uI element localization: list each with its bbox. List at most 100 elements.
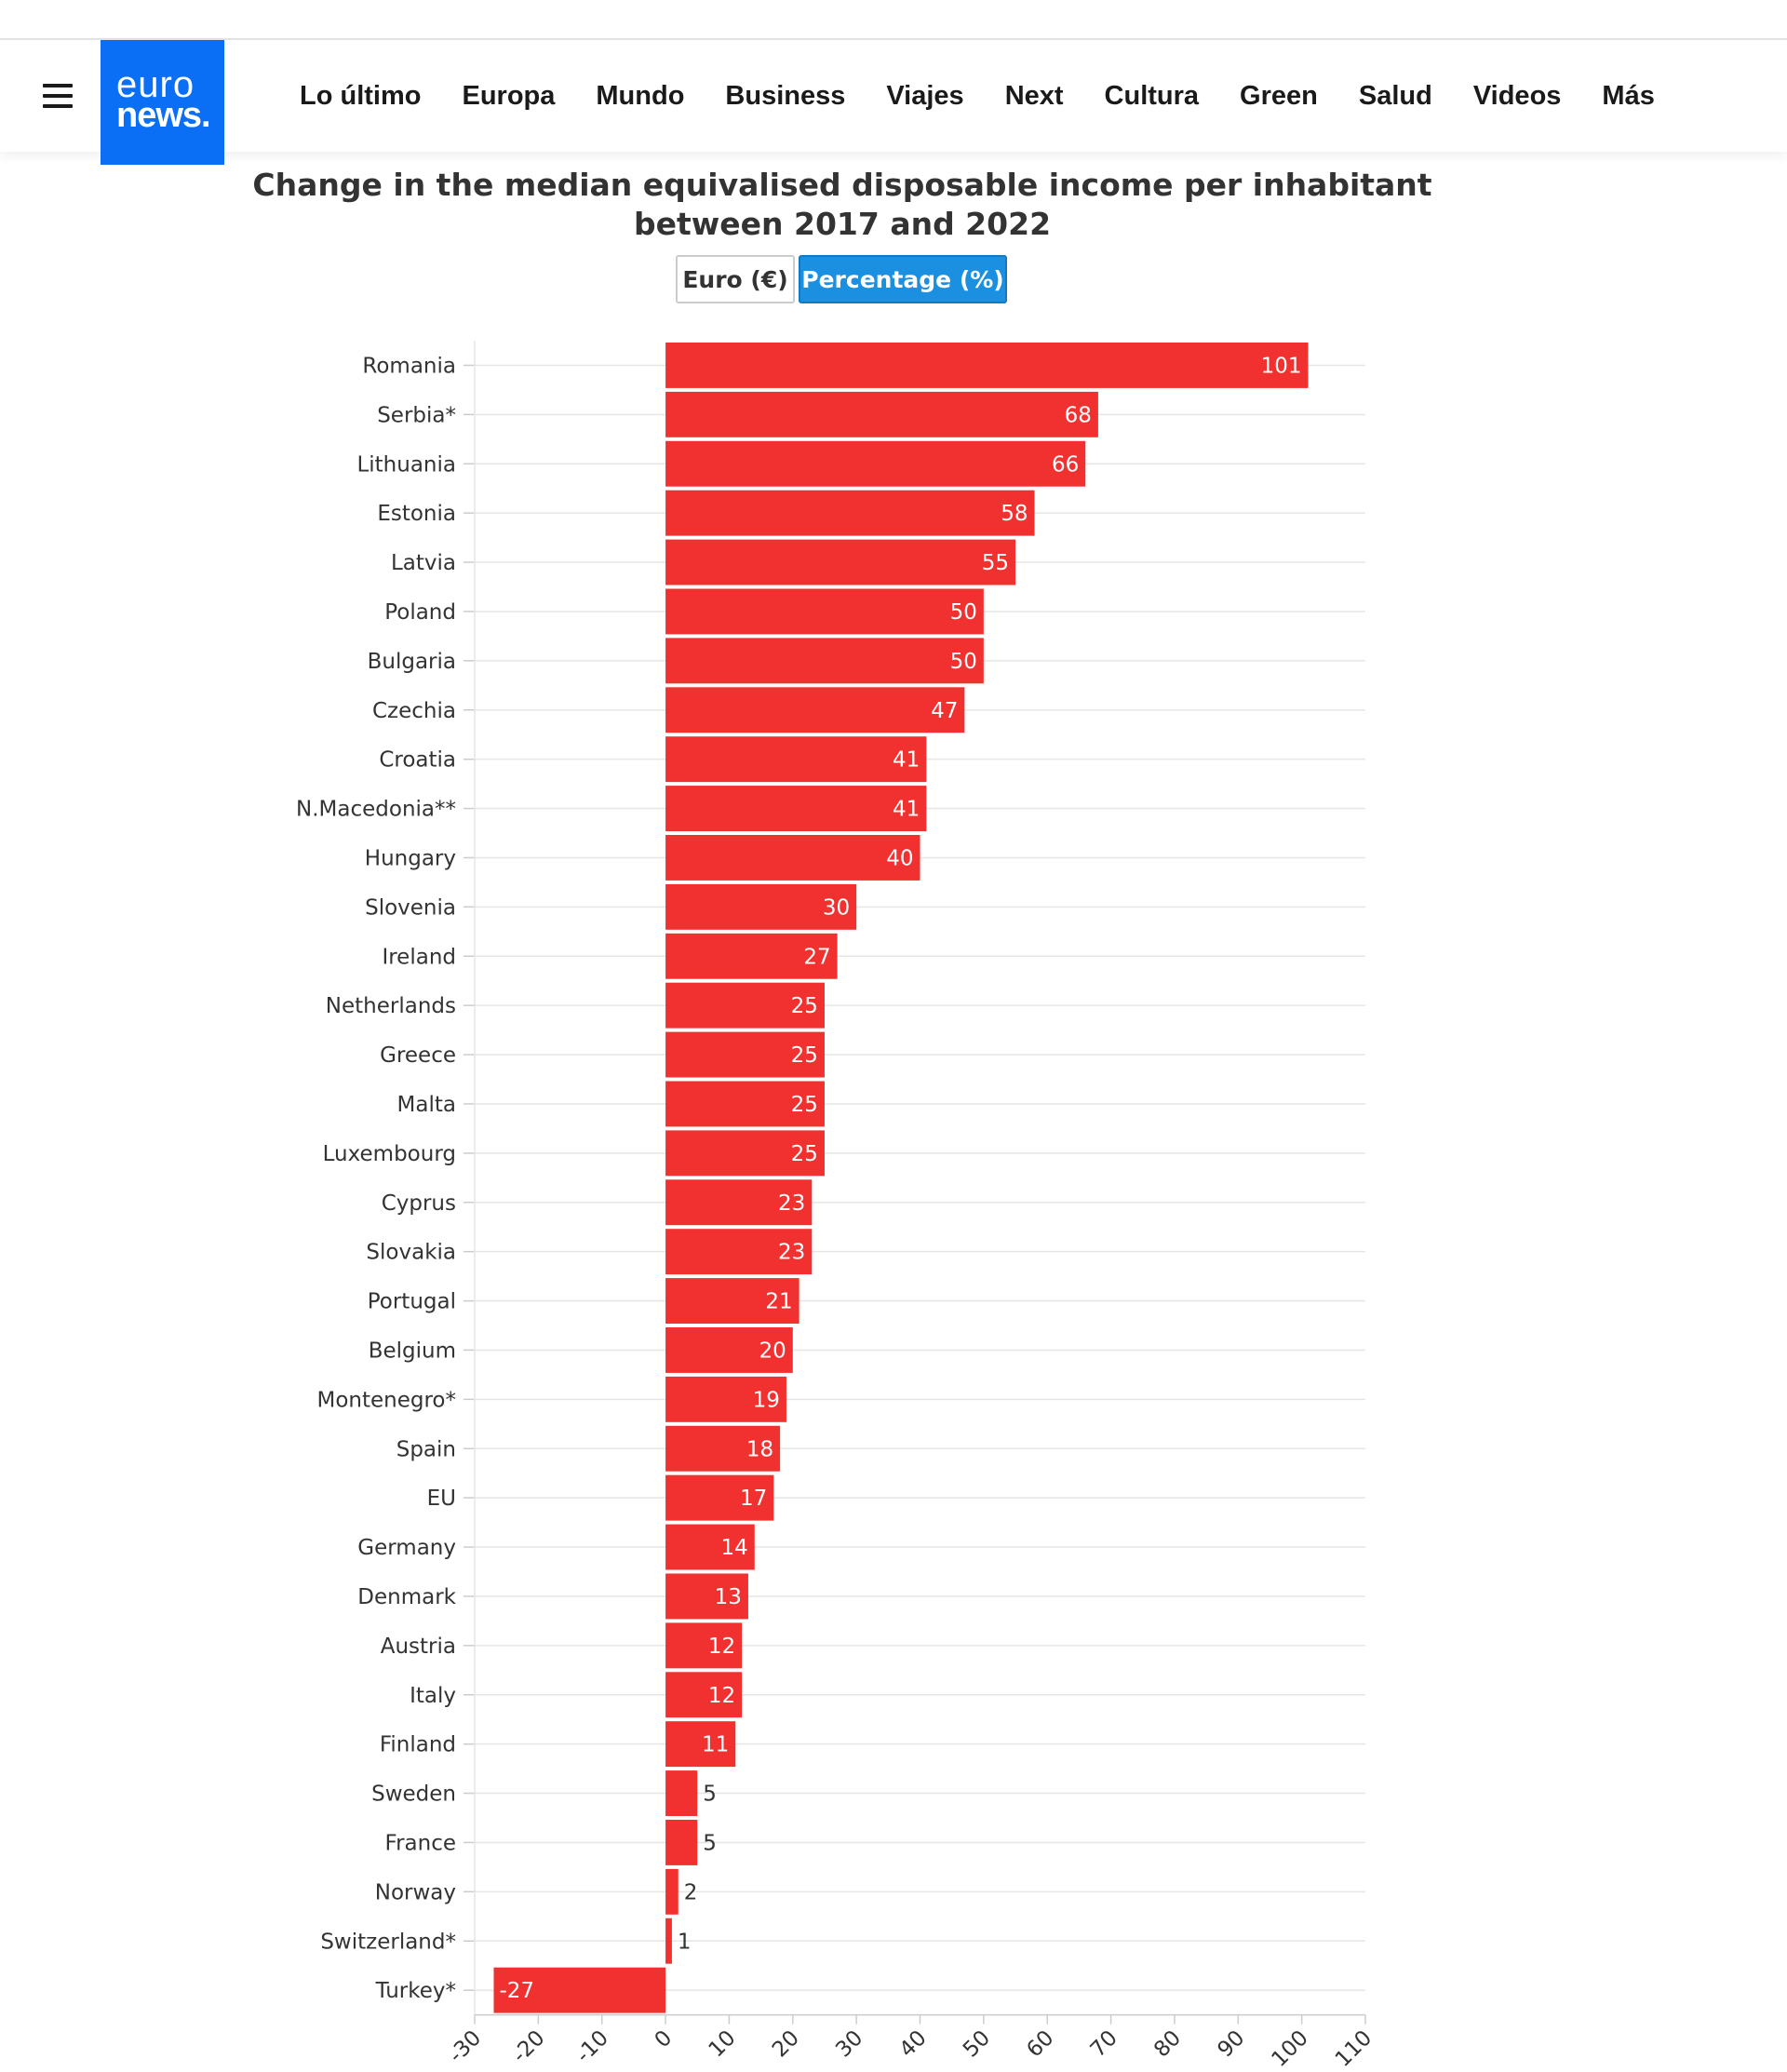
value-label: 5 <box>703 1831 717 1855</box>
euronews-logo[interactable]: euro news. <box>101 40 224 165</box>
x-tick-label: 70 <box>1086 2025 1122 2062</box>
bar <box>665 1130 825 1177</box>
bar <box>665 1229 813 1275</box>
value-label: 50 <box>950 600 977 625</box>
bar <box>665 1770 698 1816</box>
value-label: -27 <box>500 1979 535 2003</box>
bar <box>665 982 825 1029</box>
category-label: Cyprus <box>382 1191 456 1216</box>
category-label: Lithuania <box>356 452 456 477</box>
nav-cultura[interactable]: Cultura <box>1104 80 1200 111</box>
value-label: 23 <box>778 1241 805 1265</box>
nav-lo-ultimo[interactable]: Lo último <box>300 80 422 111</box>
x-tick-label: -10 <box>571 2025 613 2067</box>
bar <box>665 490 1035 536</box>
value-label: 30 <box>823 895 850 920</box>
nav-business[interactable]: Business <box>725 80 846 111</box>
x-tick-label: 50 <box>959 2025 995 2062</box>
bar <box>665 1081 825 1127</box>
percentage-toggle-button[interactable]: Percentage (%) <box>799 255 1007 303</box>
nav-europa[interactable]: Europa <box>462 80 556 111</box>
value-label: 1 <box>678 1930 692 1954</box>
value-label: 50 <box>950 650 977 674</box>
value-label: 25 <box>791 1142 818 1166</box>
category-label: Austria <box>381 1635 456 1659</box>
bar <box>665 883 857 930</box>
value-label: 17 <box>740 1487 767 1511</box>
category-label: Estonia <box>377 502 456 526</box>
value-label: 68 <box>1065 403 1092 427</box>
value-label: 41 <box>893 798 920 822</box>
bar <box>665 786 927 831</box>
chart-title-line-1: Change in the median equivalised disposa… <box>252 167 1432 203</box>
bar <box>665 343 1309 388</box>
category-label: Romania <box>362 354 456 378</box>
category-label: Serbia* <box>377 403 456 427</box>
value-label: 55 <box>982 551 1009 575</box>
category-label: N.Macedonia** <box>296 798 456 822</box>
bar <box>665 638 984 684</box>
chart-title-line-2: between 2017 and 2022 <box>633 206 1052 242</box>
bar <box>665 1278 799 1324</box>
euro-toggle-button[interactable]: Euro (€) <box>676 255 795 303</box>
value-label: 40 <box>886 846 913 870</box>
category-label: Montenegro* <box>316 1388 456 1412</box>
x-tick-label: 0 <box>651 2025 678 2052</box>
value-label: 25 <box>791 994 818 1018</box>
value-label: 5 <box>703 1783 717 1807</box>
logo-line-2: news. <box>116 96 211 135</box>
category-label: Slovenia <box>365 895 456 920</box>
value-label: 12 <box>708 1684 735 1708</box>
value-label: 47 <box>931 699 958 723</box>
value-label: 13 <box>715 1585 742 1609</box>
bar <box>665 1721 736 1768</box>
bar <box>665 1672 743 1718</box>
category-label: Italy <box>410 1684 456 1708</box>
value-label: 19 <box>753 1388 780 1412</box>
x-tick-label: 20 <box>768 2025 804 2062</box>
category-label: Latvia <box>391 551 456 575</box>
category-label: Portugal <box>368 1290 456 1314</box>
category-label: Slovakia <box>366 1241 456 1265</box>
nav-mas[interactable]: Más <box>1602 80 1655 111</box>
category-label: Poland <box>384 600 456 625</box>
bar <box>665 1573 748 1620</box>
category-label: Bulgaria <box>368 650 456 674</box>
nav-green[interactable]: Green <box>1240 80 1318 111</box>
menu-icon[interactable] <box>43 84 73 108</box>
nav-mundo[interactable]: Mundo <box>596 80 685 111</box>
value-label: 25 <box>791 1043 818 1068</box>
value-label: 18 <box>746 1437 773 1461</box>
bar <box>665 539 1016 585</box>
bar <box>493 1967 666 2013</box>
value-label: 27 <box>803 945 830 969</box>
bar <box>665 1524 755 1570</box>
x-tick-label: -30 <box>444 2025 486 2067</box>
bar <box>665 440 1086 487</box>
category-label: Ireland <box>382 945 456 969</box>
category-label: France <box>385 1831 456 1855</box>
bar <box>665 1425 781 1472</box>
value-label: 21 <box>765 1290 792 1314</box>
bar <box>665 1868 679 1915</box>
value-label: 11 <box>702 1733 729 1757</box>
nav-viajes[interactable]: Viajes <box>886 80 964 111</box>
bar <box>665 1820 698 1865</box>
x-tick-label: -20 <box>508 2025 550 2067</box>
category-label: Germany <box>357 1536 456 1560</box>
x-tick-label: 40 <box>895 2025 932 2062</box>
bar <box>665 588 984 635</box>
bar <box>665 736 927 783</box>
x-tick-label: 110 <box>1331 2025 1377 2071</box>
nav-next[interactable]: Next <box>1004 80 1064 111</box>
bar <box>665 391 1098 437</box>
category-label: Sweden <box>371 1783 456 1807</box>
nav-videos[interactable]: Videos <box>1472 80 1562 111</box>
logo-line-1: euro <box>116 64 195 105</box>
main-nav: Lo último Europa Mundo Business Viajes N… <box>300 40 1696 152</box>
nav-salud[interactable]: Salud <box>1358 80 1432 111</box>
bar <box>665 835 920 881</box>
value-label: 2 <box>684 1880 698 1904</box>
value-label: 14 <box>720 1536 747 1560</box>
